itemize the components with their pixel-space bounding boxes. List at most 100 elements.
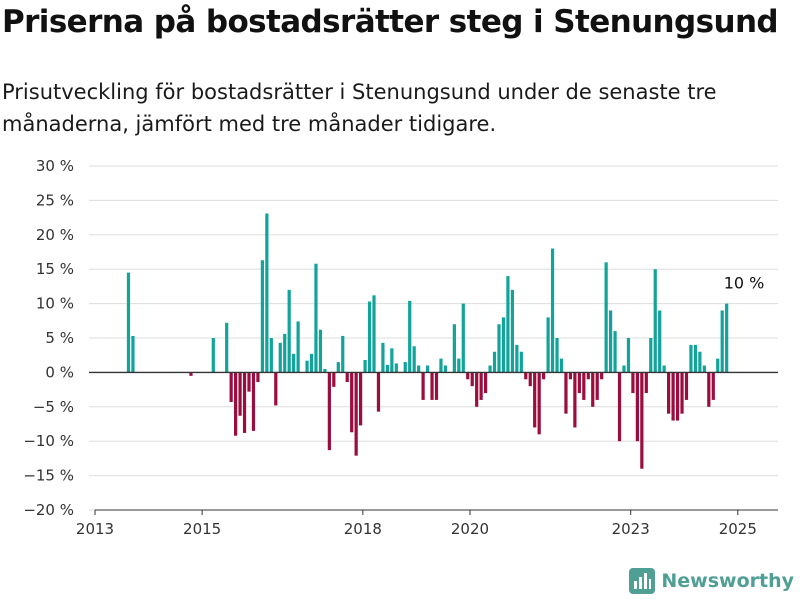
bar: [457, 358, 461, 373]
y-tick-label: −10 %: [23, 432, 74, 450]
brand-name: Newsworthy: [661, 570, 794, 592]
bar: [675, 372, 680, 421]
y-tick-label: −15 %: [23, 467, 74, 485]
bar: [189, 372, 193, 376]
bar: [265, 213, 269, 373]
bar: [385, 364, 389, 373]
bar: [345, 372, 349, 383]
bar: [126, 272, 131, 373]
bar: [425, 365, 430, 373]
bar: [251, 372, 256, 431]
bar: [510, 289, 514, 373]
bar: [269, 338, 273, 373]
bar: [470, 372, 474, 387]
bar: [693, 344, 698, 373]
y-tick-label: −5 %: [33, 398, 74, 416]
bar: [461, 303, 465, 373]
bar: [506, 276, 510, 373]
bar: [484, 372, 488, 394]
bar: [421, 372, 425, 400]
bar: [327, 372, 331, 451]
bar: [600, 372, 604, 380]
grid-lines: [89, 165, 778, 511]
bar: [537, 372, 541, 435]
y-tick-label: 0 %: [45, 363, 74, 381]
y-tick-label: 30 %: [36, 157, 74, 175]
bar: [394, 363, 398, 373]
bar: [403, 362, 407, 373]
bar: [390, 348, 394, 373]
bar: [515, 344, 519, 373]
chart-title: Priserna på bostadsrätter steg i Stenung…: [2, 4, 779, 40]
labels: −20 % −15 % −10 % −5 % 0 % 5 % 10 % 15 % 20 % 25 …: [23, 157, 764, 538]
bar: [595, 372, 599, 400]
bar: [242, 372, 247, 433]
bar: [528, 372, 532, 387]
bar: [524, 372, 528, 380]
bar: [617, 372, 622, 442]
bar: [568, 372, 573, 380]
bar: [550, 248, 555, 373]
bar: [314, 263, 318, 373]
bar: [354, 372, 358, 456]
bar: [577, 372, 581, 394]
bar: [689, 344, 693, 373]
bar: [533, 372, 537, 428]
bar: [238, 372, 242, 416]
bar: [305, 360, 309, 373]
bar: [256, 372, 260, 383]
bar: [591, 372, 595, 407]
bar: [229, 372, 233, 402]
bars: [126, 213, 729, 469]
y-tick-label: 5 %: [45, 329, 74, 347]
bar: [408, 300, 412, 373]
annotation-label: 10 %: [724, 274, 765, 293]
x-tick-label: 2020: [451, 520, 489, 538]
x-tick-label: 2025: [719, 520, 757, 538]
bar: [488, 365, 492, 373]
bar: [274, 372, 278, 406]
bar: [640, 372, 644, 469]
bar: [586, 372, 590, 380]
bar: [680, 372, 684, 414]
bar: [283, 333, 287, 373]
bar: [546, 317, 550, 373]
bar: [381, 342, 385, 373]
bar: [430, 372, 434, 400]
bar: [564, 372, 568, 414]
bar: [608, 310, 613, 373]
bar: [542, 372, 546, 380]
bar: [653, 269, 657, 373]
bar: [372, 295, 376, 373]
axes: [89, 371, 778, 515]
bar: [475, 372, 479, 407]
bar: [323, 368, 327, 373]
bar: [711, 372, 715, 400]
bar: [667, 372, 671, 414]
bar: [622, 365, 626, 373]
bar: [613, 331, 617, 373]
bar: [260, 260, 264, 373]
bar: [434, 372, 439, 400]
x-tick-label: 2015: [183, 520, 221, 538]
bar: [278, 342, 282, 373]
bar: [292, 353, 296, 373]
bar: [359, 372, 363, 426]
bar: [318, 329, 323, 373]
bar: [716, 358, 720, 373]
bar: [225, 322, 229, 373]
bar: [702, 365, 706, 373]
bar: [658, 310, 662, 373]
bar: [519, 351, 523, 373]
y-tick-label: 20 %: [36, 226, 74, 244]
bar: [631, 372, 635, 394]
bar: [211, 338, 215, 373]
chart-subtitle: Prisutveckling för bostadsrätter i Stenu…: [2, 80, 717, 136]
bar: [626, 338, 631, 373]
y-tick-label: 15 %: [36, 260, 74, 278]
bar: [707, 372, 711, 407]
bar: [698, 351, 702, 373]
bar: [131, 335, 135, 373]
bar: [555, 338, 559, 373]
bar: [296, 321, 300, 373]
